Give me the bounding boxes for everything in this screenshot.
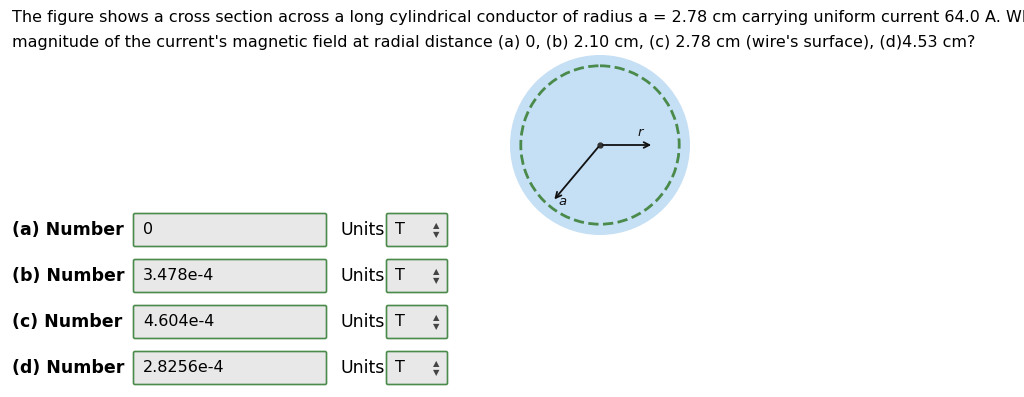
Text: 0: 0 (143, 222, 154, 237)
Text: ▼: ▼ (433, 276, 439, 285)
Text: ▲: ▲ (433, 314, 439, 322)
Text: ▲: ▲ (433, 268, 439, 276)
Text: ▼: ▼ (433, 231, 439, 239)
Text: ▼: ▼ (433, 368, 439, 378)
Text: magnitude of the current's magnetic field at radial distance (a) 0, (b) 2.10 cm,: magnitude of the current's magnetic fiel… (12, 35, 976, 50)
Text: (a) Number: (a) Number (12, 221, 124, 239)
Text: Units: Units (340, 313, 384, 331)
Text: (b) Number: (b) Number (12, 267, 125, 285)
FancyBboxPatch shape (133, 214, 327, 247)
Text: T: T (395, 360, 404, 376)
Text: Units: Units (340, 221, 384, 239)
FancyBboxPatch shape (133, 351, 327, 385)
Text: T: T (395, 314, 404, 330)
FancyBboxPatch shape (386, 260, 447, 293)
Text: r: r (637, 126, 643, 139)
Text: ▲: ▲ (433, 360, 439, 368)
Text: Units: Units (340, 267, 384, 285)
Text: 2.8256e-4: 2.8256e-4 (143, 360, 224, 376)
Text: Units: Units (340, 359, 384, 377)
Text: (d) Number: (d) Number (12, 359, 124, 377)
Text: 3.478e-4: 3.478e-4 (143, 268, 214, 283)
FancyBboxPatch shape (386, 306, 447, 339)
Text: (c) Number: (c) Number (12, 313, 122, 331)
FancyBboxPatch shape (133, 306, 327, 339)
Text: ▼: ▼ (433, 322, 439, 331)
FancyBboxPatch shape (133, 260, 327, 293)
Text: ▲: ▲ (433, 222, 439, 231)
Text: T: T (395, 268, 404, 283)
Circle shape (510, 55, 690, 235)
FancyBboxPatch shape (386, 214, 447, 247)
Text: 4.604e-4: 4.604e-4 (143, 314, 214, 330)
Text: a: a (558, 195, 566, 208)
Text: T: T (395, 222, 404, 237)
FancyBboxPatch shape (386, 351, 447, 385)
Text: The figure shows a cross section across a long cylindrical conductor of radius a: The figure shows a cross section across … (12, 10, 1024, 25)
